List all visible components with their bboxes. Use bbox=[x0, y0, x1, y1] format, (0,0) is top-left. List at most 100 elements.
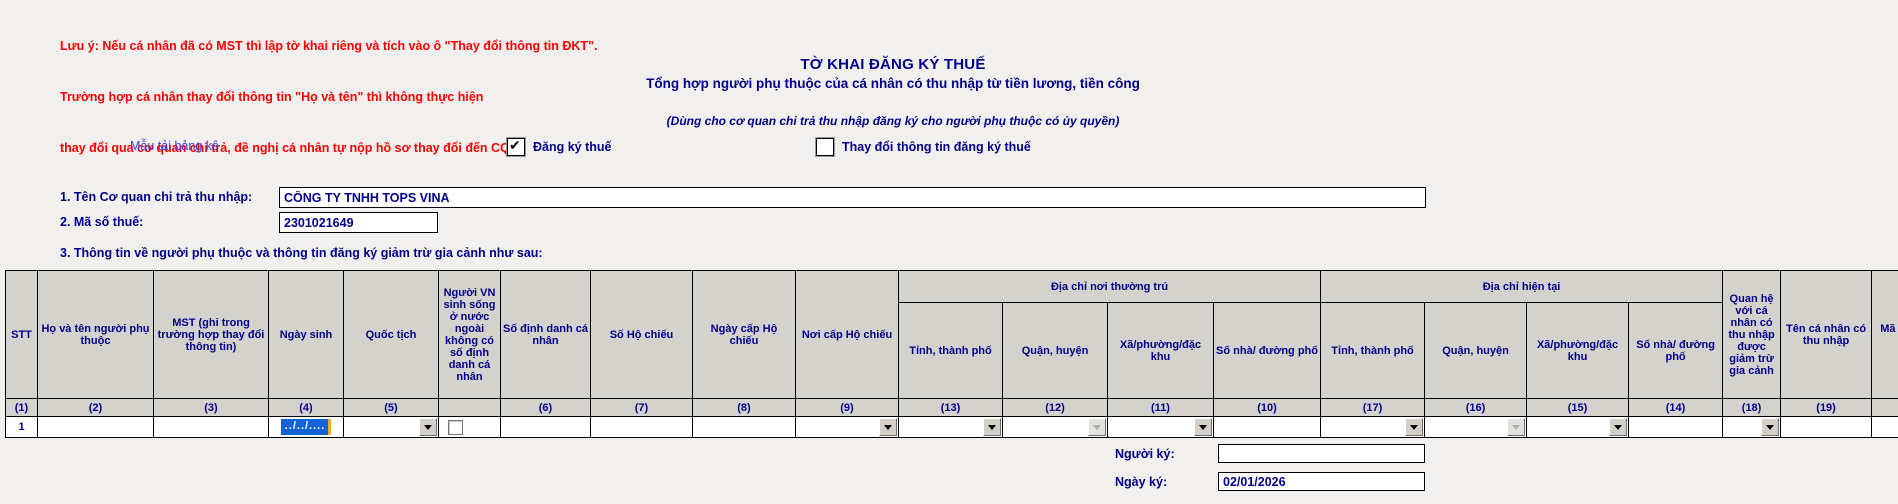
col-num-passport-date: (8) bbox=[692, 398, 796, 417]
signer-label: Người ký: bbox=[1115, 447, 1175, 461]
chevron-down-icon[interactable] bbox=[1761, 418, 1780, 436]
sign-date-label: Ngày ký: bbox=[1115, 475, 1168, 489]
register-tax-checkbox[interactable]: ✔ bbox=[507, 137, 525, 156]
chevron-down-icon[interactable] bbox=[419, 418, 437, 436]
check-icon: ✔ bbox=[509, 137, 521, 153]
group-header-current-address: Địa chỉ hiện tại bbox=[1320, 270, 1724, 303]
col-header-cur-ward: Xã/phường/đặc khu bbox=[1526, 302, 1630, 399]
org-name-label: 1. Tên Cơ quan chi trả thu nhập: bbox=[60, 190, 253, 204]
row1-cur-province-select[interactable] bbox=[1320, 416, 1426, 438]
change-info-label: Thay đổi thông tin đăng ký thuế bbox=[842, 140, 1031, 154]
col-header-dependent-name: Họ và tên người phụ thuộc bbox=[37, 270, 154, 399]
row1-perm-street-cell[interactable] bbox=[1212, 416, 1322, 438]
change-info-checkbox[interactable]: ✔ bbox=[816, 138, 834, 156]
col-header-cur-province: Tỉnh, thành phố bbox=[1320, 302, 1426, 399]
birth-date-input[interactable]: ../../.... bbox=[280, 419, 332, 435]
col-num-income-mst bbox=[1871, 398, 1898, 417]
col-header-personal-id: Số định danh cá nhân bbox=[500, 270, 591, 399]
chevron-down-icon[interactable] bbox=[983, 418, 1001, 436]
col-header-birth-date: Ngày sinh bbox=[268, 270, 344, 399]
tax-code-label: 2. Mã số thuế: bbox=[60, 215, 144, 229]
row1-stt: 1 bbox=[5, 416, 38, 438]
col-num-income-name: (19) bbox=[1780, 398, 1873, 417]
row1-passport-cell[interactable] bbox=[590, 416, 693, 438]
section3-heading: 3. Thông tin về người phụ thuộc và thông… bbox=[60, 246, 543, 260]
col-header-stt: STT bbox=[5, 270, 38, 399]
col-header-passport: Số Hộ chiếu bbox=[590, 270, 693, 399]
row1-vn-abroad-cell[interactable] bbox=[438, 416, 501, 438]
col-header-perm-district: Quận, huyện bbox=[1002, 302, 1108, 399]
col-num-perm-ward: (11) bbox=[1107, 398, 1214, 417]
col-header-mst: MST (ghi trong trường hợp thay đổi thông… bbox=[153, 270, 269, 399]
chevron-down-icon[interactable] bbox=[1609, 418, 1628, 436]
page-subtitle: Tổng hợp người phụ thuộc của cá nhân có … bbox=[646, 76, 1140, 91]
col-header-cur-district: Quận, huyện bbox=[1424, 302, 1528, 399]
row1-perm-province-select[interactable] bbox=[898, 416, 1003, 438]
page-title: TỜ KHAI ĐĂNG KÝ THUẾ bbox=[800, 56, 986, 73]
row1-personal-id-cell[interactable] bbox=[500, 416, 591, 438]
col-num-cur-province: (17) bbox=[1320, 398, 1426, 417]
row1-income-mst-cell[interactable] bbox=[1871, 416, 1898, 438]
col-num-cur-street: (14) bbox=[1628, 398, 1724, 417]
col-header-passport-place: Nơi cấp Hộ chiếu bbox=[795, 270, 899, 399]
row1-perm-ward-select[interactable] bbox=[1107, 416, 1214, 438]
chevron-down-icon bbox=[1507, 418, 1526, 436]
col-num-name: (2) bbox=[37, 398, 154, 417]
col-num-birth: (4) bbox=[268, 398, 344, 417]
row1-passport-date-cell[interactable] bbox=[692, 416, 796, 438]
warning-notice: Lưu ý: Nếu cá nhân đã có MST thì lập tờ … bbox=[60, 4, 597, 174]
col-num-cur-ward: (15) bbox=[1526, 398, 1630, 417]
register-tax-label: Đăng ký thuế bbox=[533, 140, 612, 154]
table-row: 1 ../../.... bbox=[5, 416, 1898, 438]
col-header-vn-abroad: Người VN sinh sống ở nước ngoài không có… bbox=[438, 270, 501, 399]
row1-cur-street-cell[interactable] bbox=[1628, 416, 1724, 438]
row1-cur-ward-select[interactable] bbox=[1526, 416, 1630, 438]
col-num-vn-abroad bbox=[438, 398, 501, 417]
col-header-cur-street: Số nhà/ đường phố bbox=[1628, 302, 1724, 399]
tax-code-input[interactable] bbox=[279, 212, 438, 233]
col-header-relation: Quan hệ với cá nhân có thu nhập được giả… bbox=[1722, 270, 1782, 399]
row1-income-name-cell[interactable] bbox=[1780, 416, 1873, 438]
col-num-passport-place: (9) bbox=[795, 398, 899, 417]
warning-line-3: thay đổi qua cơ quan chi trả, đề nghị cá… bbox=[60, 141, 524, 155]
chevron-down-icon[interactable] bbox=[1194, 418, 1212, 436]
row1-perm-district-select bbox=[1002, 416, 1108, 438]
col-header-perm-street: Số nhà/ đường phố bbox=[1212, 302, 1322, 399]
vn-abroad-checkbox[interactable] bbox=[448, 419, 463, 435]
col-num-pid: (6) bbox=[500, 398, 591, 417]
dependents-table: STT Họ và tên người phụ thuộc MST (ghi t… bbox=[5, 270, 1898, 438]
row1-cur-district-select bbox=[1424, 416, 1528, 438]
col-header-perm-ward: Xã/phường/đặc khu bbox=[1107, 302, 1214, 399]
col-header-nationality: Quốc tịch bbox=[343, 270, 439, 399]
row1-nationality-select[interactable] bbox=[343, 416, 439, 438]
row1-mst-cell[interactable] bbox=[153, 416, 269, 438]
col-num-relation: (18) bbox=[1722, 398, 1782, 417]
sign-date-input[interactable] bbox=[1218, 472, 1425, 491]
chevron-down-icon bbox=[1088, 418, 1106, 436]
col-num-stt: (1) bbox=[5, 398, 38, 417]
chevron-down-icon[interactable] bbox=[1405, 418, 1424, 436]
warning-line-1: Lưu ý: Nếu cá nhân đã có MST thì lập tờ … bbox=[60, 39, 598, 53]
col-num-passport: (7) bbox=[590, 398, 693, 417]
row1-birth-date-cell[interactable]: ../../.... bbox=[268, 416, 344, 438]
col-num-cur-district: (16) bbox=[1424, 398, 1528, 417]
row1-relation-select[interactable] bbox=[1722, 416, 1782, 438]
form-header: TỜ KHAI ĐĂNG KÝ THUẾ Tổng hợp người phụ … bbox=[0, 56, 1786, 91]
col-num-perm-province: (13) bbox=[898, 398, 1003, 417]
usage-note: (Dùng cho cơ quan chi trả thu nhập đăng … bbox=[666, 114, 1120, 128]
group-header-permanent-address: Địa chỉ nơi thường trú bbox=[897, 270, 1322, 303]
col-header-passport-date: Ngày cấp Hộ chiếu bbox=[692, 270, 796, 399]
row1-name-cell[interactable] bbox=[37, 416, 154, 438]
col-header-income-person: Tên cá nhân có thu nhập bbox=[1780, 270, 1873, 399]
chevron-down-icon[interactable] bbox=[879, 418, 897, 436]
org-name-input[interactable] bbox=[279, 187, 1426, 208]
row1-passport-place-select[interactable] bbox=[795, 416, 899, 438]
signer-input[interactable] bbox=[1218, 444, 1425, 463]
download-template-link[interactable]: Mẫu tải bảng kê bbox=[130, 139, 219, 153]
col-num-nation: (5) bbox=[343, 398, 439, 417]
warning-line-2: Trường hợp cá nhân thay đổi thông tin "H… bbox=[60, 90, 484, 104]
col-num-perm-street: (10) bbox=[1212, 398, 1322, 417]
col-header-perm-province: Tỉnh, thành phố bbox=[898, 302, 1003, 399]
col-num-perm-district: (12) bbox=[1002, 398, 1108, 417]
col-num-mst: (3) bbox=[153, 398, 269, 417]
